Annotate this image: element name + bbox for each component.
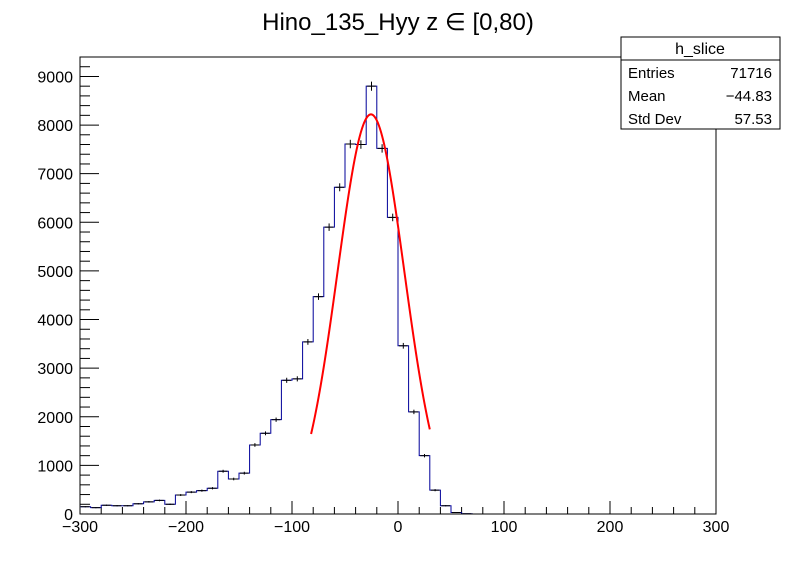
- stats-box: h_slice Entries 71716 Mean −44.83 Std De…: [621, 37, 780, 129]
- y-tick-label: 7000: [37, 167, 73, 184]
- stats-stddev-value: 57.53: [734, 111, 772, 128]
- x-tick-label: 100: [491, 519, 518, 536]
- y-tick-label: 3000: [37, 361, 73, 378]
- x-tick-label: −200: [168, 519, 204, 536]
- stats-mean-value: −44.83: [726, 88, 772, 105]
- y-tick-label: 4000: [37, 313, 73, 330]
- y-tick-label: 2000: [37, 410, 73, 427]
- y-tick-label: 8000: [37, 118, 73, 135]
- histogram-bin: [452, 512, 461, 513]
- histogram-bin: [102, 505, 111, 506]
- y-tick-label: 6000: [37, 215, 73, 232]
- stats-stddev-label: Std Dev: [628, 111, 682, 128]
- stats-box-title: h_slice: [675, 41, 725, 58]
- y-tick-label: 0: [64, 507, 73, 524]
- histogram-bin: [166, 504, 175, 505]
- y-tick-label: 1000: [37, 458, 73, 475]
- histogram-bin: [123, 505, 132, 506]
- stats-entries-value: 71716: [730, 65, 772, 82]
- stats-entries-label: Entries: [628, 65, 675, 82]
- x-tick-label: 200: [597, 519, 624, 536]
- histogram-bin: [441, 505, 450, 506]
- x-tick-label: −100: [274, 519, 310, 536]
- y-tick-label: 9000: [37, 69, 73, 86]
- stats-mean-label: Mean: [628, 88, 666, 105]
- histogram-bin: [92, 507, 101, 508]
- chart-title: Hino_135_Hyy z ∈ [0,80): [262, 9, 534, 36]
- x-tick-label: 300: [703, 519, 730, 536]
- y-tick-label: 5000: [37, 264, 73, 281]
- histogram-bin: [113, 505, 122, 506]
- x-tick-label: 0: [394, 519, 403, 536]
- histogram-bin: [81, 506, 90, 507]
- histogram-bin: [134, 503, 143, 504]
